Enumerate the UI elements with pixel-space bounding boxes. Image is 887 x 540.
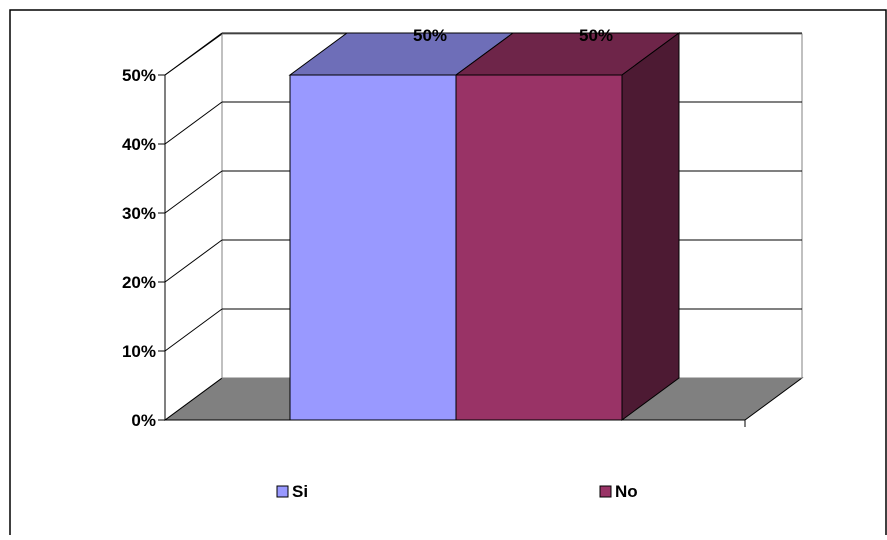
chart-border	[9, 9, 887, 535]
legend-swatch-si	[276, 485, 289, 498]
legend-label-no: No	[615, 482, 638, 501]
legend-swatch-no	[599, 485, 612, 498]
chart-side-wall	[164, 33, 223, 421]
legend-label-si: Si	[292, 482, 308, 501]
bar-si	[289, 74, 457, 421]
bar-side-no	[621, 32, 680, 421]
y-ticks: 0% 10% 20% 30% 40% 50%	[122, 66, 165, 430]
gridline-diagonal	[164, 32, 223, 76]
bars	[288, 32, 681, 421]
data-label-si: 50%	[413, 26, 447, 45]
gridline-diagonal	[164, 239, 223, 283]
gridline-diagonal	[164, 308, 223, 352]
data-labels: 50% 50%	[413, 26, 613, 45]
y-tick-label: 10%	[122, 342, 156, 361]
y-tick-label: 0%	[131, 411, 156, 430]
y-tick-label: 50%	[122, 66, 156, 85]
bar-no	[455, 74, 623, 421]
legend: Si No	[276, 482, 638, 501]
y-tick-label: 30%	[122, 204, 156, 223]
gridline-diagonal	[164, 170, 223, 214]
data-label-no: 50%	[579, 26, 613, 45]
y-tick-label: 20%	[122, 273, 156, 292]
gridline-diagonal	[164, 101, 223, 145]
y-tick-label: 40%	[122, 135, 156, 154]
